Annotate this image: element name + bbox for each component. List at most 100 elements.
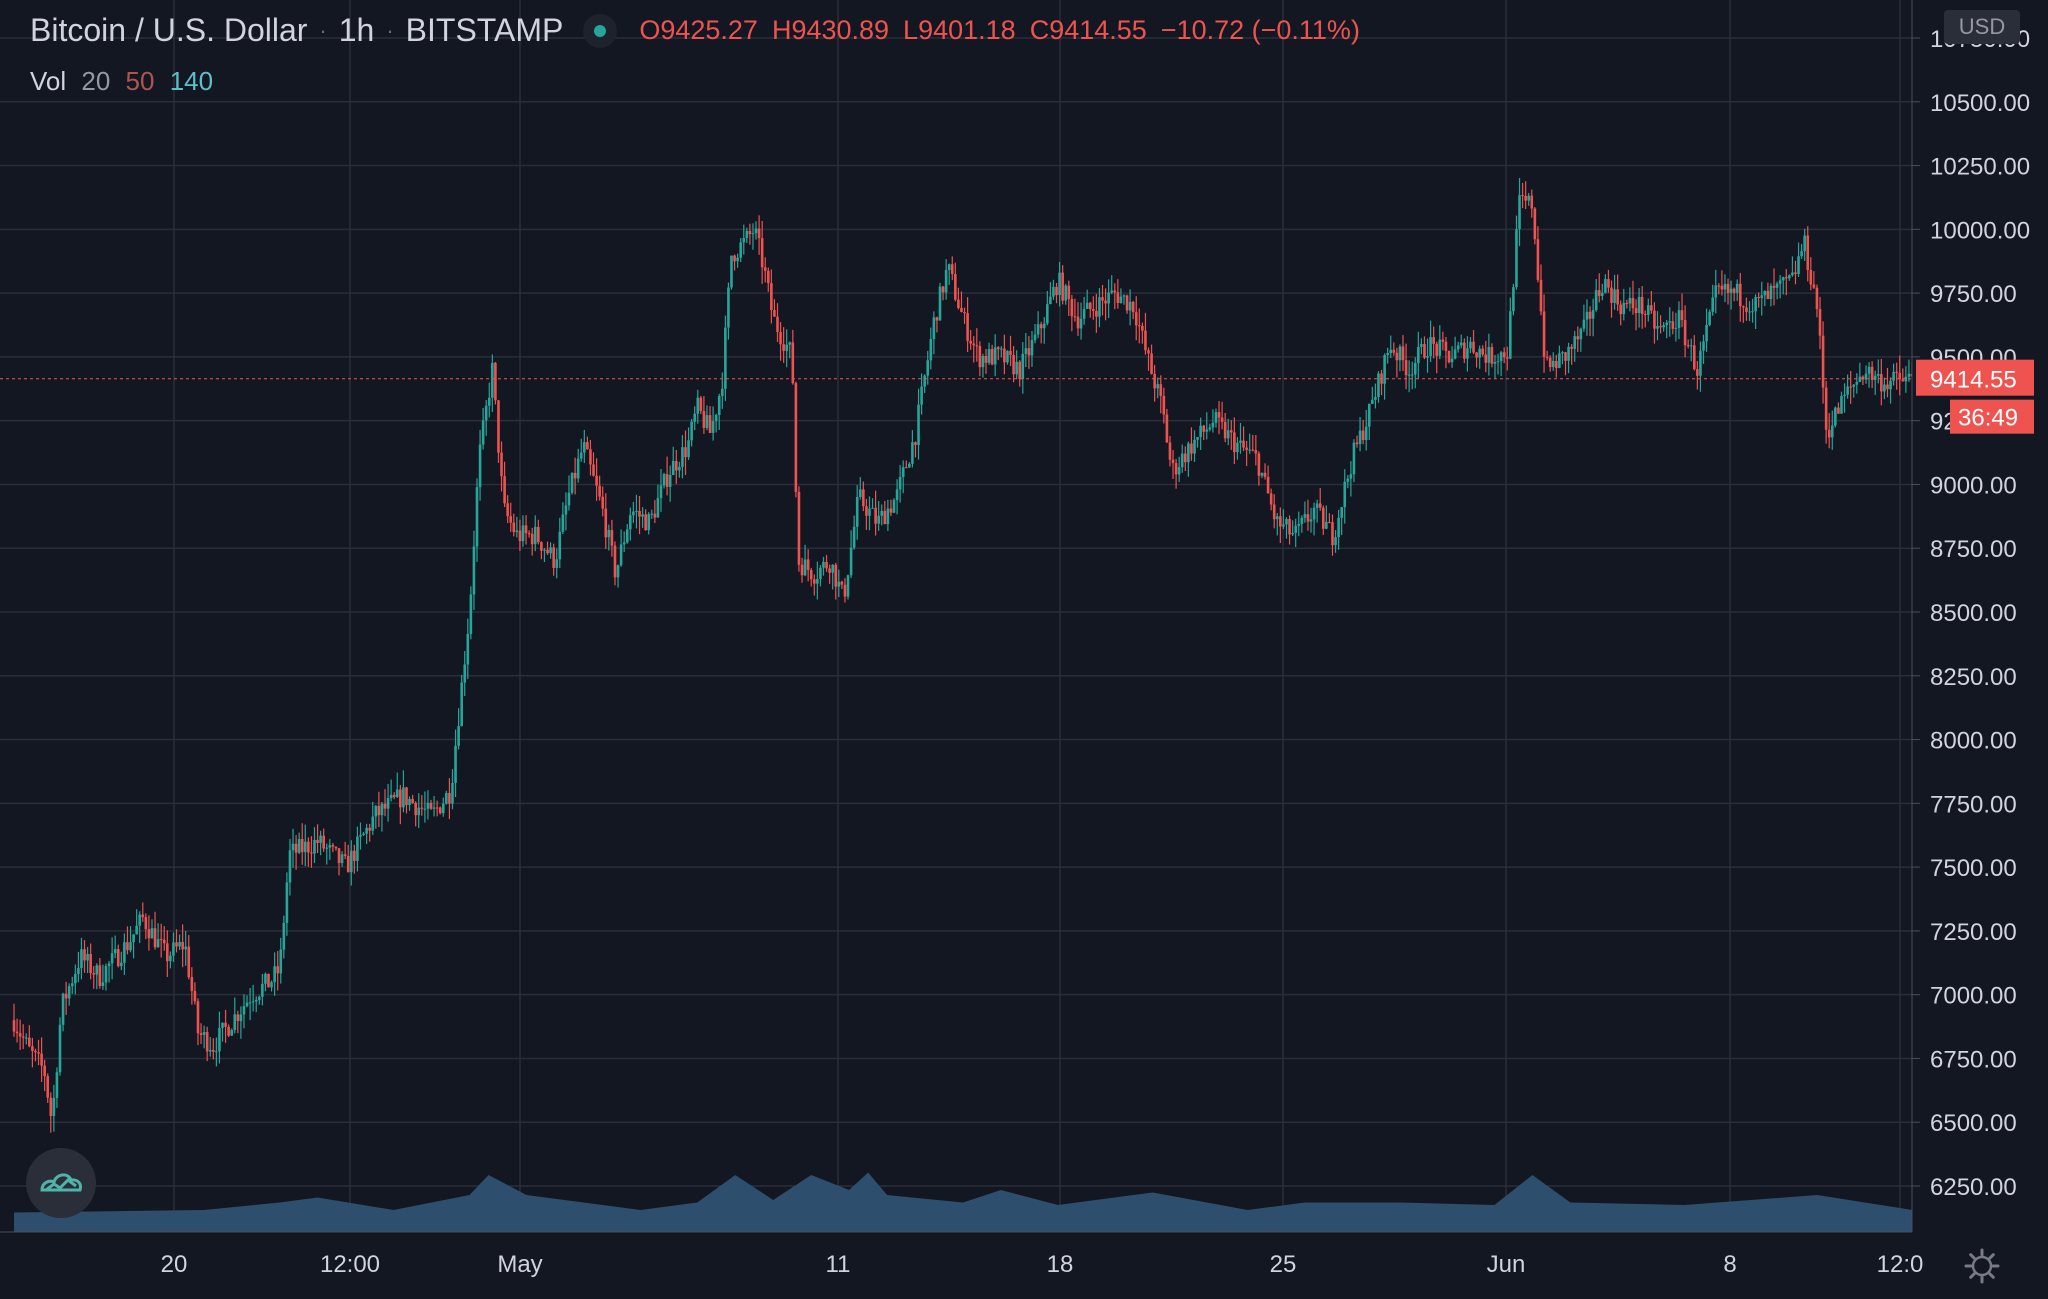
candle (1622, 288, 1626, 321)
candle (83, 940, 86, 973)
candle (972, 336, 976, 363)
candle (337, 847, 341, 876)
candle (579, 438, 583, 462)
candle (589, 440, 592, 476)
candle (1683, 305, 1687, 358)
candle (1107, 279, 1110, 319)
candle (650, 509, 654, 519)
candle (1907, 359, 1911, 382)
candle (469, 586, 473, 640)
candle (659, 469, 663, 512)
candle (533, 515, 537, 552)
candle (264, 972, 267, 992)
candle (55, 1067, 59, 1108)
candle (895, 479, 899, 515)
candle (40, 1037, 43, 1082)
candle (917, 388, 920, 460)
candle (80, 937, 83, 980)
candle (212, 1038, 215, 1060)
candle (374, 804, 378, 829)
gear-icon[interactable] (1962, 1246, 2002, 1286)
candle (1438, 325, 1442, 360)
candle (132, 934, 135, 959)
candle (1843, 383, 1846, 413)
candle (441, 797, 445, 817)
candle (1889, 377, 1892, 404)
candle (1653, 302, 1656, 344)
x-tick-label: 12:0 (1877, 1251, 1924, 1278)
candle (153, 911, 157, 950)
candle (1778, 274, 1782, 299)
candle (653, 500, 657, 523)
candle (101, 964, 105, 990)
candle (116, 944, 120, 968)
candle (840, 580, 844, 590)
candle (598, 475, 601, 501)
candle (1674, 312, 1678, 342)
candle (24, 1033, 28, 1045)
candle (1113, 283, 1117, 310)
candle (1502, 347, 1506, 364)
candle (129, 926, 132, 953)
candle (166, 930, 169, 977)
candle (886, 499, 890, 532)
volume-area (14, 1172, 1912, 1232)
candle (1699, 341, 1702, 392)
last-price-tag: 9414.55 36:49 (1916, 359, 2034, 434)
candle (1404, 343, 1408, 390)
candle (996, 346, 1000, 361)
candle (77, 951, 80, 983)
candle (1591, 298, 1595, 337)
candle (150, 919, 154, 939)
candle (1555, 354, 1558, 378)
candle (248, 987, 252, 1021)
candle (1168, 436, 1172, 467)
candle (28, 1025, 31, 1048)
candle (521, 515, 525, 547)
candle (1410, 361, 1414, 390)
candle (270, 980, 273, 992)
candle (1193, 430, 1196, 462)
candle (123, 933, 126, 976)
candle (61, 992, 65, 1032)
candle (159, 923, 163, 958)
candle (641, 507, 644, 528)
candle (1131, 300, 1135, 320)
candle (1242, 426, 1245, 452)
candle (43, 1059, 46, 1092)
candle (429, 799, 433, 810)
candle (822, 556, 825, 576)
candle (1745, 297, 1748, 321)
volume-legend[interactable]: Vol 20 50 140 (30, 66, 221, 97)
candle (1830, 410, 1834, 450)
symbol-title[interactable]: Bitcoin / U.S. Dollar (30, 12, 308, 48)
candle (1702, 334, 1705, 364)
candle (573, 457, 577, 495)
candle (908, 462, 911, 469)
interval-label[interactable]: 1h (338, 12, 375, 48)
candle (1061, 265, 1064, 305)
volume-ma-50: 50 (125, 66, 155, 96)
candle (37, 1039, 40, 1066)
market-status-icon[interactable] (583, 13, 618, 48)
candle (267, 973, 270, 988)
currency-button[interactable]: USD (1944, 10, 2020, 44)
candle (273, 952, 276, 996)
candle (1226, 418, 1230, 446)
candle (727, 282, 730, 340)
candle (141, 902, 145, 922)
candle (1579, 327, 1583, 352)
tradingview-logo-icon[interactable] (26, 1148, 96, 1218)
candle (1766, 282, 1770, 300)
candle (1134, 296, 1138, 341)
candle (1640, 285, 1644, 329)
candle (1101, 284, 1104, 316)
candle (457, 708, 460, 750)
candle (1849, 370, 1852, 404)
candle (978, 341, 982, 377)
x-tick-label: 8 (1723, 1251, 1736, 1278)
candle (1371, 386, 1374, 404)
candle (448, 778, 451, 820)
candle (1886, 367, 1889, 398)
